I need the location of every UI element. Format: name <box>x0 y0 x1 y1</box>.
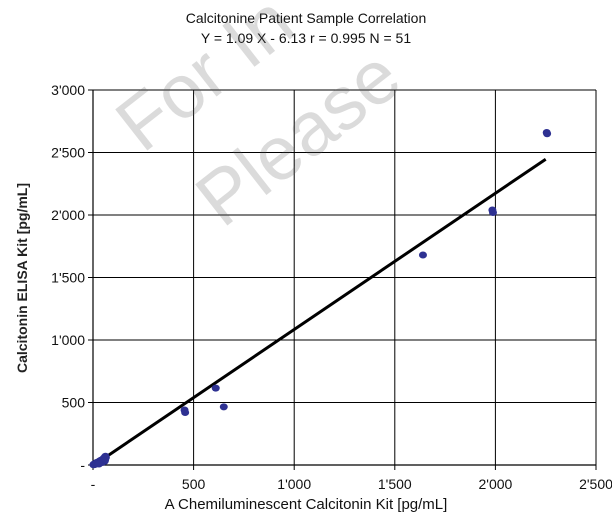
y-tick-label: - <box>80 457 85 473</box>
data-point <box>543 130 552 138</box>
chart-subtitle: Y = 1.09 X - 6.13 r = 0.995 N = 51 <box>200 30 412 46</box>
data-point <box>418 251 427 259</box>
x-tick-label: 1'000 <box>277 476 311 492</box>
data-point <box>211 384 220 392</box>
y-tick-label: 1'500 <box>51 270 85 286</box>
x-axis-label: A Chemiluminescent Calcitonin Kit [pg/mL… <box>164 496 448 513</box>
y-tick-label: 2'000 <box>51 207 85 223</box>
x-tick-label: 1'500 <box>378 476 412 492</box>
data-point <box>488 209 497 216</box>
data-point <box>181 409 190 416</box>
y-axis-label: Calcitonin ELISA Kit [pg/mL] <box>14 182 30 374</box>
y-tick-label: 3'000 <box>51 82 85 98</box>
x-tick-label: 2'500 <box>579 476 612 492</box>
y-tick-label: 500 <box>62 395 86 411</box>
y-tick-label: 2'500 <box>51 145 85 161</box>
data-point <box>101 456 110 464</box>
trendline <box>93 157 547 467</box>
x-tick-label: 2'000 <box>478 476 512 492</box>
y-tick-label: 1'000 <box>51 332 85 348</box>
data-point <box>219 403 228 411</box>
chart-title: Calcitonine Patient Sample Correlation <box>185 10 427 26</box>
data-point <box>95 460 104 468</box>
x-tick-label: - <box>91 476 96 492</box>
x-tick-label: 500 <box>182 476 206 492</box>
